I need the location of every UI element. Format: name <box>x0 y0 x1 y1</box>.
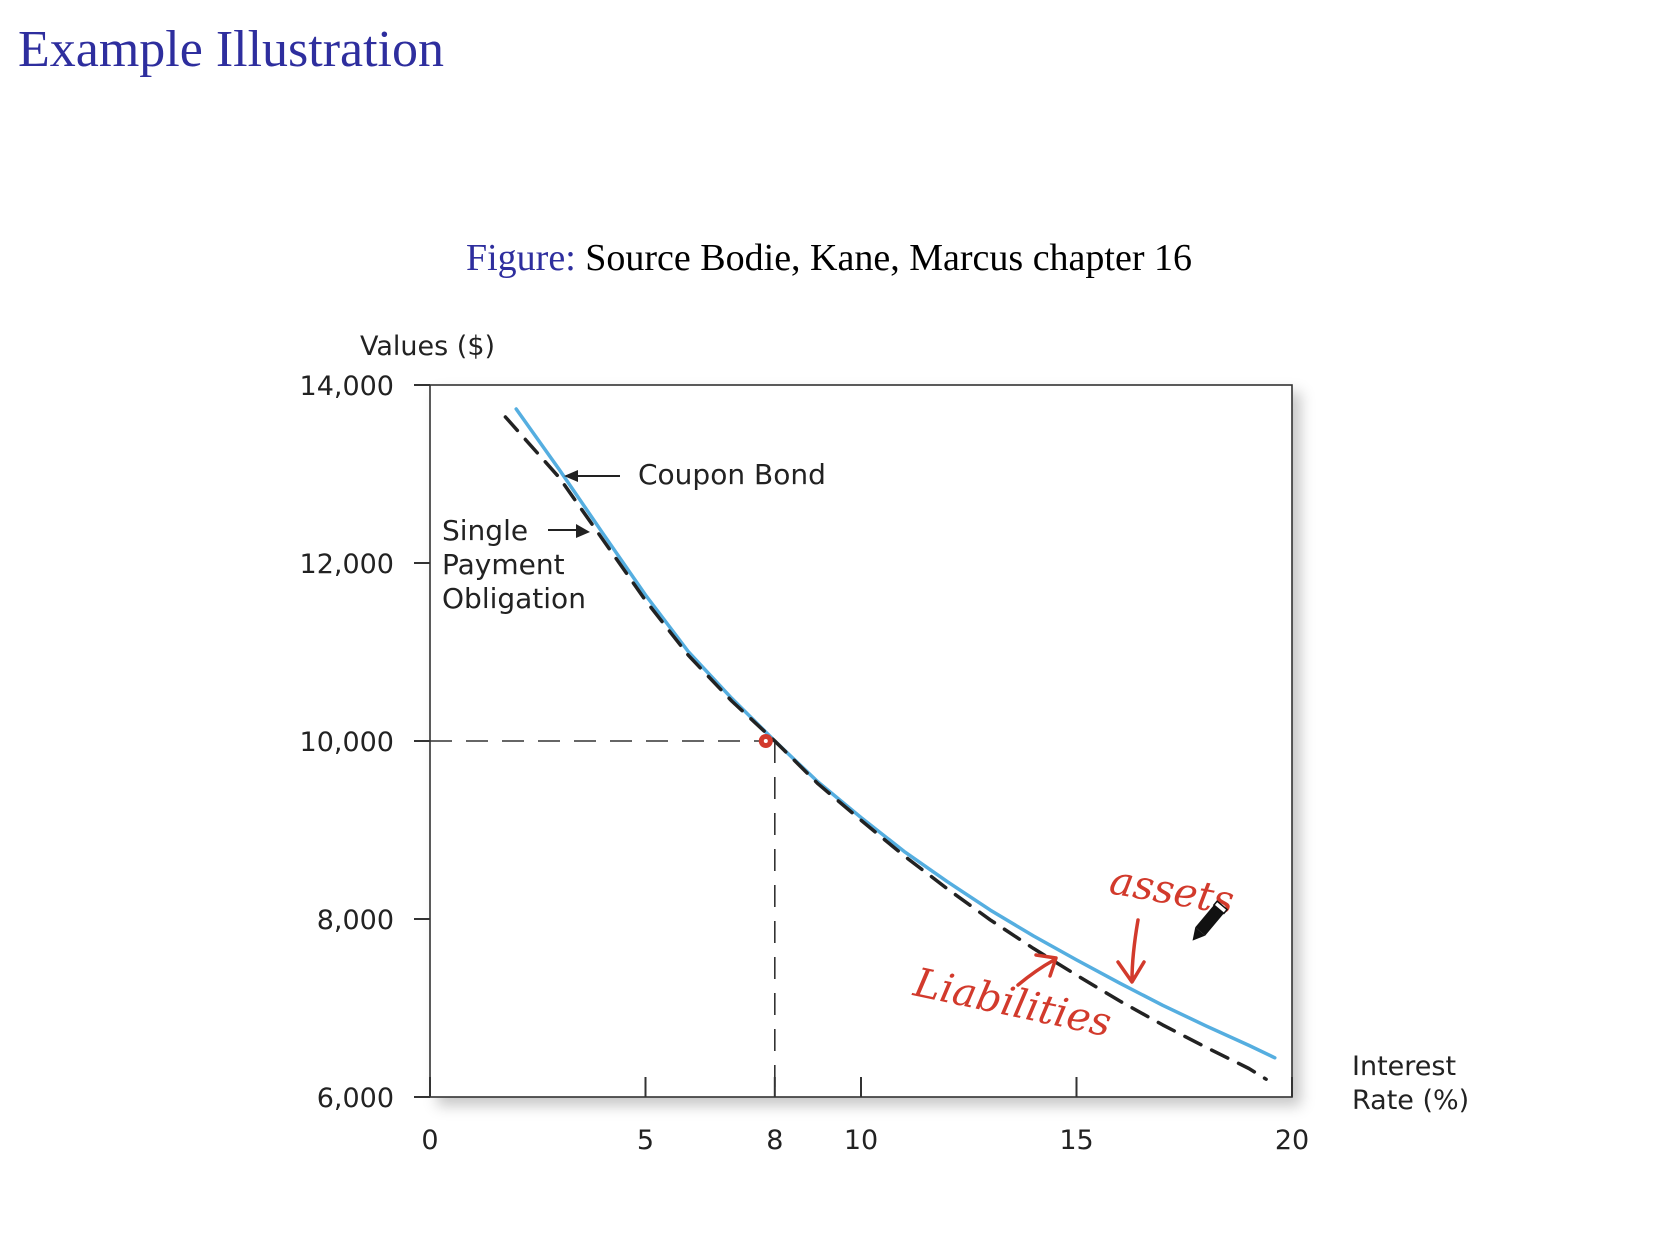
figure-caption: Figure: Source Bodie, Kane, Marcus chapt… <box>0 236 1658 280</box>
y-axis-label: Values ($) <box>360 331 495 362</box>
x-axis-ticks: 0 5 8 10 15 20 <box>421 1077 1309 1156</box>
x-tick-label: 20 <box>1275 1125 1309 1156</box>
y-axis-ticks: 6,000 8,000 10,000 12,000 14,000 <box>300 371 430 1114</box>
plot-area <box>429 384 1293 1098</box>
x-tick-label: 0 <box>421 1125 438 1156</box>
x-axis-label: Interest Rate (%) <box>1352 1051 1469 1116</box>
caption-text: Source Bodie, Kane, Marcus chapter 16 <box>585 237 1193 279</box>
x-tick-label: 15 <box>1059 1125 1093 1156</box>
liabilities-arrow <box>1016 953 1058 987</box>
y-tick-label: 8,000 <box>317 905 394 936</box>
x-tick-label: 5 <box>637 1125 654 1156</box>
annotation-single-payment: Single Payment Obligation <box>442 514 590 615</box>
y-tick-label: 10,000 <box>300 727 394 758</box>
series-line-coupon-bond <box>514 407 1277 1060</box>
pencil-icon <box>1192 900 1229 941</box>
single-payment-arrowhead <box>576 524 590 538</box>
y-tick-label: 12,000 <box>300 549 394 580</box>
single-payment-line-2: Payment <box>442 548 565 581</box>
annotation-coupon-bond: Coupon Bond <box>564 458 826 491</box>
assets-arrow <box>1116 918 1146 984</box>
y-tick-label: 14,000 <box>300 371 394 402</box>
x-tick-label: 8 <box>766 1125 783 1156</box>
series-group <box>503 407 1277 1081</box>
single-payment-line-1: Single <box>442 514 528 547</box>
reference-lines <box>430 740 776 1097</box>
x-tick-label: 10 <box>844 1125 878 1156</box>
x-axis-label-line-2: Rate (%) <box>1352 1085 1469 1116</box>
coupon-bond-arrowhead <box>564 470 578 482</box>
coupon-bond-label: Coupon Bond <box>638 458 826 491</box>
caption-label: Figure: <box>465 237 576 279</box>
slide-title: Example Illustration <box>18 21 445 78</box>
single-payment-label: Single Payment Obligation <box>442 514 586 615</box>
series-line-single-payment <box>503 415 1268 1081</box>
single-payment-line-3: Obligation <box>442 582 586 615</box>
y-tick-label: 6,000 <box>317 1083 394 1114</box>
x-axis-label-line-1: Interest <box>1352 1051 1456 1082</box>
reference-point-center <box>763 739 768 743</box>
